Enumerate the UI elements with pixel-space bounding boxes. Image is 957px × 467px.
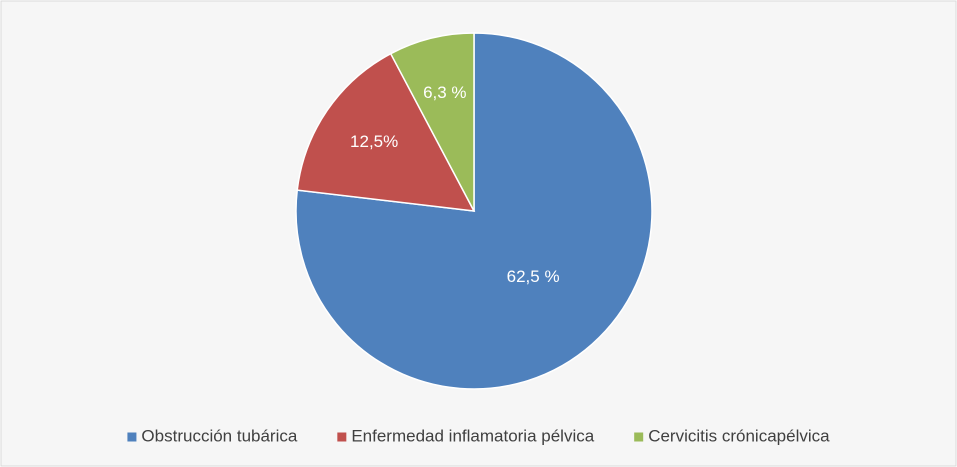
legend-label: Enfermedad inflamatoria pélvica — [351, 426, 594, 445]
legend-label: Obstrucción tubárica — [141, 426, 297, 445]
pie-slice — [295, 32, 653, 390]
legend-marker — [337, 432, 347, 442]
legend-label: Cervicitis crónicapélvica — [648, 426, 830, 445]
data-label: 62,5 % — [507, 267, 560, 286]
pie-slice — [389, 32, 475, 212]
pie-slice — [296, 52, 476, 212]
legend-marker — [634, 432, 644, 442]
data-label: 12,5% — [350, 132, 398, 151]
legend-marker — [127, 432, 137, 442]
data-label: 6,3 % — [423, 83, 466, 102]
